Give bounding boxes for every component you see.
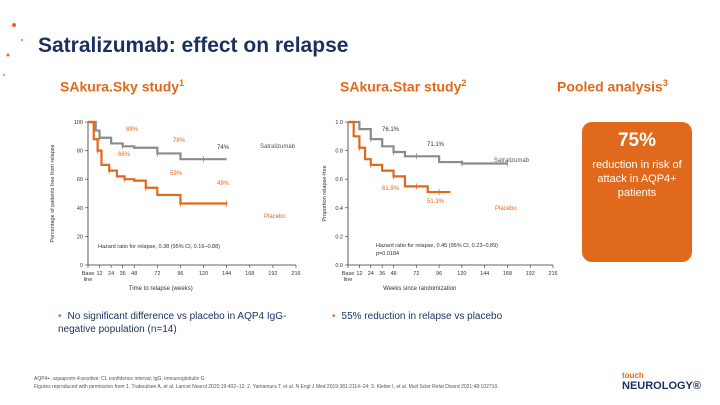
- legend-placebo: Placebo: [264, 214, 286, 220]
- y-tick-label: 0.8: [335, 149, 343, 155]
- pooled-value: 75%: [617, 130, 657, 151]
- x-tick-label: 24: [108, 271, 114, 277]
- y-tick-label: 0.2: [335, 234, 343, 240]
- y-tick-label: 0: [80, 263, 83, 269]
- y-tick-label: 1.0: [335, 120, 343, 126]
- pooled-result-box: 75% reduction in risk of attack in AQP4+…: [582, 122, 692, 262]
- sky-study-label: SAkura.Sky study1: [60, 78, 185, 95]
- x-tick-label: 36: [120, 271, 126, 277]
- x-tick-label: 192: [268, 271, 277, 277]
- x-tick-label: 12: [356, 271, 362, 277]
- percent-annotation: 61.9%: [382, 186, 400, 192]
- percent-annotation: 89%: [126, 127, 139, 133]
- y-axis-label: Proportion relapse-free: [322, 165, 328, 221]
- y-tick-label: 60: [77, 177, 83, 183]
- legend-satralizumab: Satralizumab: [260, 144, 296, 150]
- y-tick-label: 100: [74, 120, 83, 126]
- page-title: Satralizumab: effect on relapse: [38, 34, 349, 57]
- y-tick-label: 0.0: [335, 263, 343, 269]
- x-tick-label: 72: [154, 271, 160, 277]
- x-tick-label: 36: [379, 271, 385, 277]
- star-study-label: SAkura.Star study2: [340, 78, 467, 95]
- x-tick-label: 144: [480, 271, 489, 277]
- x-tick-label: 120: [199, 271, 208, 277]
- percent-annotation: 74%: [217, 145, 230, 151]
- footnote-abbreviations: AQP4+, aquaporin-4-positive; CI, confide…: [34, 376, 205, 382]
- series-line-placebo: [348, 120, 451, 194]
- x-tick-label: 168: [503, 271, 512, 277]
- hazard-ratio-text: Hazard ratio for relapse, 0.45 (95% CI, …: [376, 243, 498, 249]
- x-tick-label: Base: [82, 271, 95, 277]
- y-tick-label: 20: [77, 234, 83, 240]
- p-value-text: p=0.0184: [376, 251, 399, 257]
- percent-annotation: 51.3%: [427, 199, 445, 205]
- y-tick-label: 0.4: [335, 206, 343, 212]
- x-tick-label: 144: [222, 271, 231, 277]
- x-tick-label: 72: [413, 271, 419, 277]
- footnote-references: Figures reproduced with permission from …: [34, 384, 499, 390]
- x-tick-label: 216: [548, 271, 557, 277]
- percent-annotation: 66%: [118, 152, 131, 158]
- percent-annotation: 49%: [217, 181, 230, 187]
- x-tick-label: 120: [457, 271, 466, 277]
- y-tick-label: 0.6: [335, 177, 343, 183]
- series-line-placebo: [88, 120, 227, 205]
- x-tick-label: 192: [526, 271, 535, 277]
- percent-annotation: 76.1%: [382, 127, 400, 133]
- x-tick-label: 48: [390, 271, 396, 277]
- pooled-text: reduction in risk of attack in AQP4+ pat…: [592, 159, 682, 199]
- x-tick-label: 96: [177, 271, 183, 277]
- y-tick-label: 80: [77, 149, 83, 155]
- x-tick-label: 24: [368, 271, 374, 277]
- x-tick-label: 168: [245, 271, 254, 277]
- x-tick-label: Base: [342, 271, 355, 277]
- x-tick-label: 96: [436, 271, 442, 277]
- x-tick-label: line: [84, 277, 93, 283]
- x-tick-label: 12: [96, 271, 102, 277]
- percent-annotation: 71.1%: [427, 142, 445, 148]
- x-tick-label: 48: [131, 271, 137, 277]
- touch-neurology-logo: touch NEUROLOGY®: [622, 371, 701, 393]
- y-axis-label: Percentage of patients free from relapse: [50, 144, 56, 242]
- sky-bullet: • No significant difference vs placebo in…: [58, 311, 287, 335]
- x-axis-label: Time to relapse (weeks): [129, 286, 193, 292]
- percent-annotation: 59%: [170, 171, 183, 177]
- hazard-ratio-text: Hazard ratio for relapse, 0.38 (95% CI, …: [98, 244, 220, 250]
- percent-annotation: 78%: [173, 138, 186, 144]
- x-axis-label: Weeks since randomization: [383, 286, 456, 292]
- x-tick-label: 216: [291, 271, 300, 277]
- legend-placebo: Placebo: [495, 206, 517, 212]
- star-bullet: • 55% reduction in relapse vs placebo: [332, 311, 503, 322]
- pooled-analysis-label: Pooled analysis3: [557, 78, 668, 95]
- y-tick-label: 40: [77, 206, 83, 212]
- x-tick-label: line: [344, 277, 353, 283]
- decorative-dots: [2, 23, 24, 77]
- legend-satralizumab: Satralizumab: [494, 158, 530, 164]
